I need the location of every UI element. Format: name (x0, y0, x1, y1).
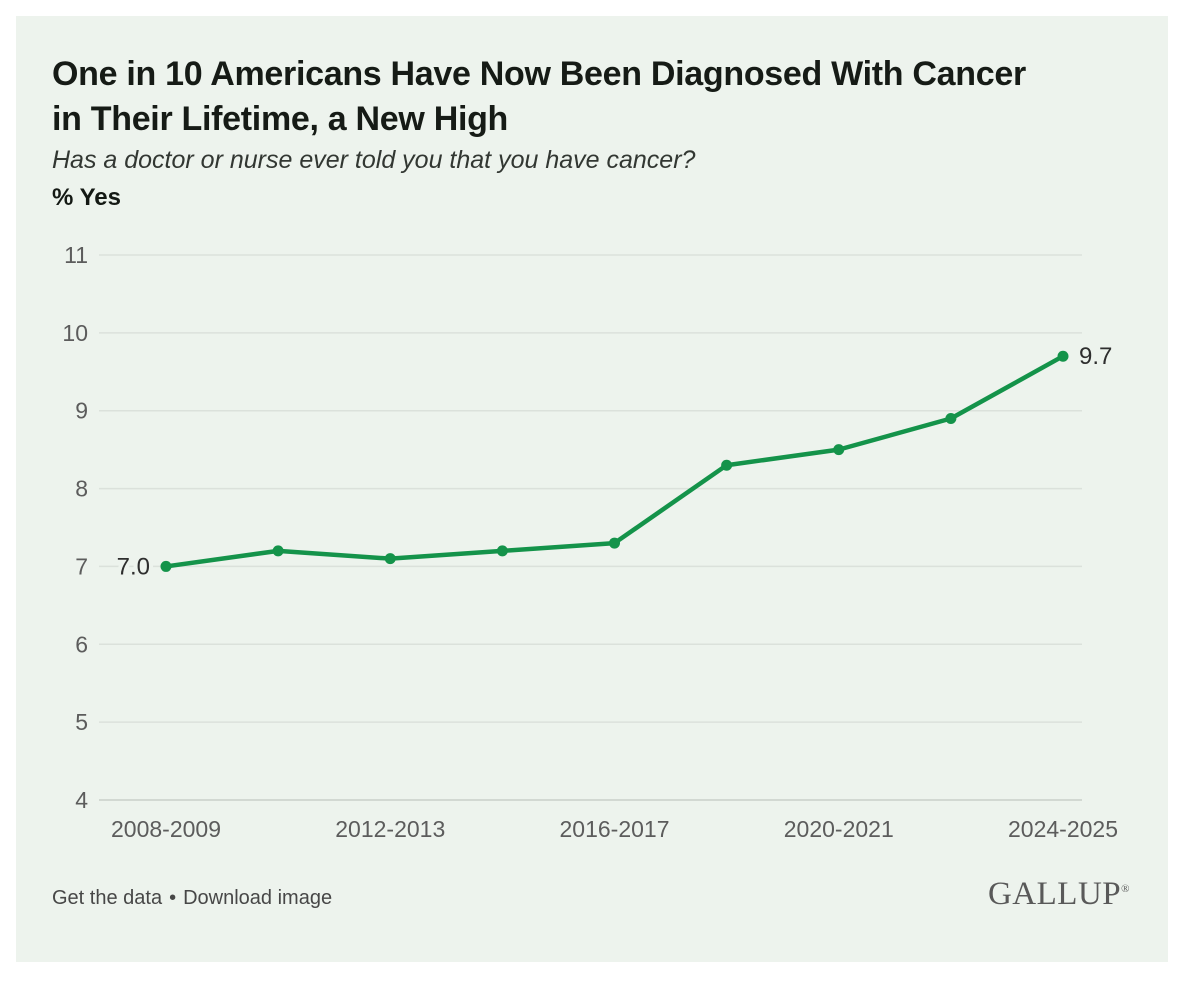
data-point[interactable] (272, 545, 284, 557)
line-chart: 4 5 6 7 8 9 10 11 2008-2009 2012-2013 2016-2017 202… (62, 242, 1118, 842)
chart-title-line1: One in 10 Americans Have Now Been Diagno… (52, 55, 1026, 93)
x-tick-label: 2008-2009 (111, 816, 221, 842)
download-image-link[interactable]: Download image (183, 887, 333, 909)
chart-subtitle: Has a doctor or nurse ever told you that… (52, 146, 696, 174)
y-tick-label: 8 (75, 476, 88, 502)
x-tick-label: 2024-2025 (1008, 816, 1118, 842)
data-point[interactable] (160, 560, 172, 572)
x-tick-label: 2020-2021 (784, 816, 894, 842)
gallup-logo: GALLUP® (988, 876, 1130, 913)
point-value-label: 7.0 (117, 553, 150, 580)
registered-mark: ® (1121, 883, 1130, 895)
footer-links: Get the data • Download image (52, 887, 332, 910)
y-tick-label: 11 (64, 242, 88, 268)
y-tick-label: 6 (75, 631, 88, 657)
data-point[interactable] (609, 537, 620, 549)
data-point[interactable] (384, 553, 396, 565)
get-the-data-link[interactable]: Get the data (52, 887, 163, 909)
data-point[interactable] (496, 545, 508, 557)
y-tick-label: 5 (75, 709, 88, 735)
data-point[interactable] (833, 444, 845, 456)
data-point[interactable] (945, 413, 957, 424)
y-tick-label: 10 (62, 320, 88, 346)
data-point[interactable] (1057, 350, 1069, 362)
footer: Get the data • Download image GALLUP® (52, 876, 1130, 913)
y-axis-unit-label: % Yes (52, 184, 121, 211)
chart-title-line2: in Their Lifetime, a New High (52, 100, 509, 138)
y-tick-label: 4 (75, 787, 88, 813)
chart-card: One in 10 Americans Have Now Been Diagno… (16, 16, 1168, 962)
chart-title: One in 10 Americans Have Now Been Diagno… (52, 52, 1026, 142)
gallup-wordmark: GALLUP (987, 876, 1122, 912)
trend-line (163, 353, 1066, 569)
data-point[interactable] (721, 459, 733, 471)
y-tick-label: 7 (75, 553, 88, 579)
x-tick-label: 2016-2017 (560, 816, 670, 842)
footer-separator: • (169, 887, 177, 909)
x-tick-label: 2012-2013 (335, 816, 445, 842)
point-value-label: 9.7 (1079, 343, 1112, 370)
y-tick-label: 9 (75, 398, 88, 424)
